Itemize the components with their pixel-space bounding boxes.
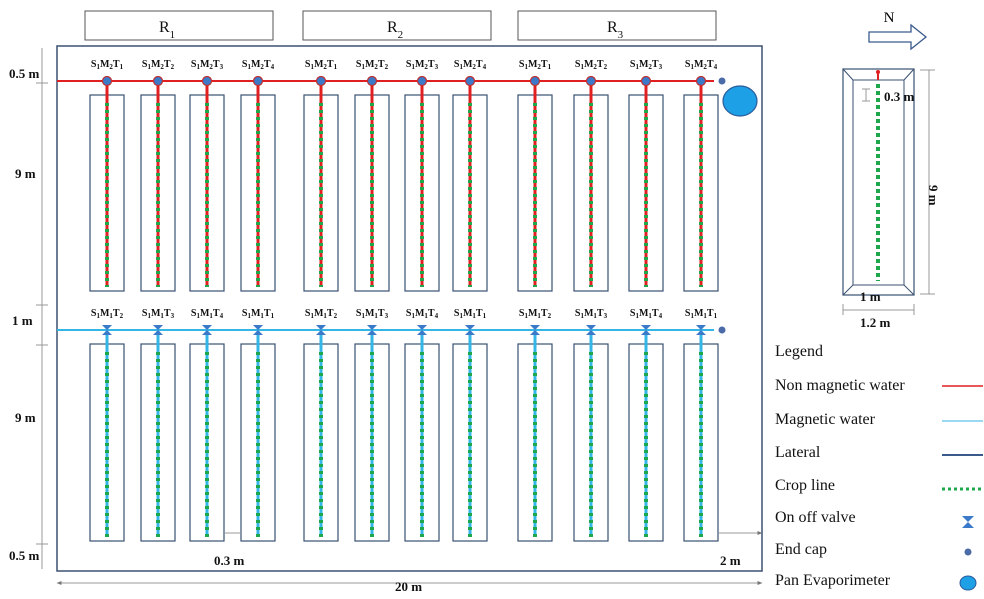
bottom_row-plot-label: S1M1T1 [454, 308, 487, 320]
replicate-box-3 [517, 10, 717, 41]
north-label: N [884, 10, 895, 26]
bottom_row-plot-label: S1M1T2 [91, 308, 124, 320]
top_row-valve-icon [464, 75, 476, 87]
bottom_row-plot-label: S1M1T4 [191, 308, 224, 320]
bottom_row-valve-icon [102, 325, 112, 335]
top_row-plot-label: S1M2T3 [191, 59, 224, 71]
pan-evaporimeter-icon [722, 85, 758, 117]
replicate-box-2 [302, 10, 492, 41]
pan-evaporimeter-legend-icon [959, 575, 977, 591]
replicate-label-2: R2 [387, 19, 403, 41]
bottom_row-plot-label: S1M1T1 [242, 308, 275, 320]
bottom_row-valve-icon [316, 325, 326, 335]
dim-field-width: 20 m [395, 579, 422, 594]
top_row-valve-icon [366, 75, 378, 87]
top_row-valve-icon [252, 75, 264, 87]
north-arrow-icon [868, 23, 928, 51]
bottom_row-valve-icon [367, 325, 377, 335]
detail-inner-offset: 0.3 m [884, 89, 915, 104]
detail-outer-width: 1.2 m [860, 315, 891, 330]
bottom_row-valve-icon [586, 325, 596, 335]
bottom_row-valve-icon [417, 325, 427, 335]
bottom_row-valve-icon [641, 325, 651, 335]
bottom_row-plot-label: S1M1T1 [685, 308, 718, 320]
dim-plot-length-bottom: 9 m [15, 410, 36, 425]
top_row-plot-label: S1M2T4 [242, 59, 275, 71]
detail-corner-line [842, 68, 854, 81]
bottom-dimensions: 20 m 0.3 m 2 m [56, 531, 763, 594]
top_row-plot-label: S1M2T4 [685, 59, 718, 71]
legend-label-lateral: Lateral [775, 444, 821, 461]
north-arrow: N [868, 10, 928, 51]
dim-right-margin: 2 m [720, 553, 741, 568]
top_row-plot-label: S1M2T2 [142, 59, 175, 71]
replicate-headers: R1 R2 R3 [84, 10, 717, 41]
top_row-valve-icon [416, 75, 428, 87]
bottom_row-plot-label: S1M1T3 [142, 308, 175, 320]
top_row-end-cap-icon [718, 77, 726, 85]
replicate-label-3: R3 [607, 19, 624, 41]
valve-icon [962, 516, 974, 528]
bottom_row-end-cap-icon [718, 326, 726, 334]
top_row-plot-label: S1M2T1 [519, 59, 552, 71]
top_row-plot-label: S1M2T3 [406, 59, 439, 71]
field-boundary [56, 45, 763, 572]
left-dimensions: 0.5 m 9 m 1 m 9 m 0.5 m [9, 48, 48, 569]
end-cap-icon [964, 548, 972, 556]
bottom_row-plot-label: S1M1T3 [575, 308, 608, 320]
top_row-valve-icon [695, 75, 707, 87]
top_row-plot-label: S1M2T2 [356, 59, 389, 71]
top_row-plot-label: S1M2T2 [575, 59, 608, 71]
top_row-plot-label: S1M2T4 [454, 59, 487, 71]
bottom_row-plot-label: S1M1T4 [630, 308, 663, 320]
plots-group: S1M2T1 S1M2T2 S1M2T3 S1M2T4 S1M2T1 S1M2T2 S1M2… [57, 59, 726, 542]
bottom_row-valve-icon [465, 325, 475, 335]
bottom_row-valve-icon [202, 325, 212, 335]
legend-title: Legend [775, 343, 823, 360]
dim-top-margin: 0.5 m [9, 66, 40, 81]
bottom_row-plot-label: S1M1T2 [519, 308, 552, 320]
replicate-label-1: R1 [159, 19, 175, 41]
detail-corner-line [903, 68, 915, 81]
top_row-plot-label: S1M2T3 [630, 59, 663, 71]
bottom_row-valve-icon [530, 325, 540, 335]
top_row-valve-icon [585, 75, 597, 87]
legend-label-valve: On off valve [775, 509, 856, 526]
bottom_row-plot-label: S1M1T4 [406, 308, 439, 320]
top_row-valve-icon [101, 75, 113, 87]
detail-corner-line [842, 284, 854, 296]
top_row-valve-icon [529, 75, 541, 87]
bottom_row-valve-icon [253, 325, 263, 335]
top_row-valve-icon [152, 75, 164, 87]
dim-gap: 1 m [12, 313, 33, 328]
legend-label-pan-evaporimeter: Pan Evaporimeter [775, 572, 891, 589]
dim-plot-spacing: 0.3 m [214, 553, 245, 568]
legend-label-magnetic: Magnetic water [775, 411, 875, 428]
legend-label-crop-line: Crop line [775, 477, 835, 494]
detail-inlet-dot [876, 70, 880, 74]
detail-inner-width: 1 m [860, 289, 881, 304]
plot-detail: 0.3 m 9 m 1 m 1.2 m [842, 68, 941, 330]
bottom_row-valve-icon [153, 325, 163, 335]
replicate-box-1 [84, 10, 274, 41]
bottom_row-plot-label: S1M1T3 [356, 308, 389, 320]
top_row-valve-icon [201, 75, 213, 87]
dim-plot-length-top: 9 m [15, 166, 36, 181]
dim-bottom-margin: 0.5 m [9, 548, 40, 563]
top_row-plot-label: S1M2T1 [91, 59, 124, 71]
top_row-valve-icon [315, 75, 327, 87]
legend-symbols [942, 385, 983, 591]
bottom_row-valve-icon [696, 325, 706, 335]
detail-length: 9 m [926, 185, 941, 206]
top_row-plot-label: S1M2T1 [305, 59, 338, 71]
detail-corner-line [903, 284, 915, 296]
top_row-valve-icon [640, 75, 652, 87]
legend-label-end-cap: End cap [775, 541, 827, 558]
bottom_row-plot-label: S1M1T2 [305, 308, 338, 320]
legend-label-non-magnetic: Non magnetic water [775, 377, 905, 394]
